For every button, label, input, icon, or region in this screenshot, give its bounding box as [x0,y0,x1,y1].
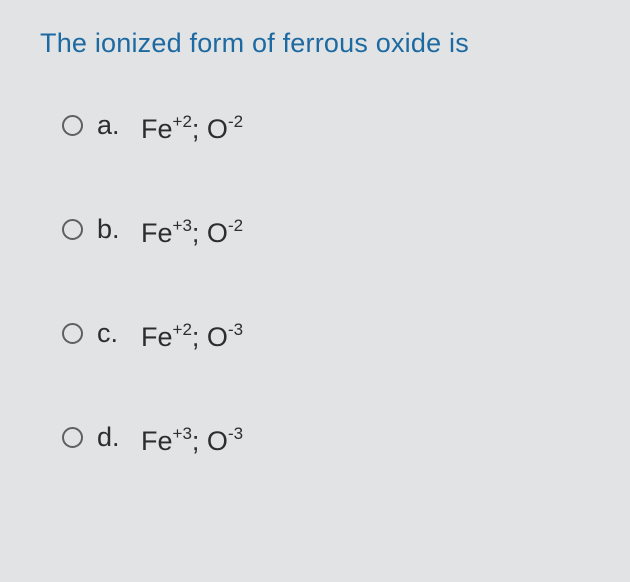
option-formula: Fe+3; O-3 [141,425,243,457]
formula-element-1: Fe [141,218,173,248]
formula-element-1: Fe [141,114,173,144]
formula-charge-2: -3 [228,320,243,339]
quiz-page: The ionized form of ferrous oxide is a. … [0,0,630,582]
formula-separator: ; [192,114,207,144]
formula-charge-2: -2 [228,216,243,235]
formula-charge-1: +3 [173,216,192,235]
formula-charge-1: +3 [173,424,192,443]
radio-icon[interactable] [62,427,83,448]
formula-separator: ; [192,426,207,456]
formula-charge-2: -3 [228,424,243,443]
option-b[interactable]: b. Fe+3; O-2 [62,213,600,245]
radio-icon[interactable] [62,219,83,240]
radio-icon[interactable] [62,323,83,344]
radio-icon[interactable] [62,115,83,136]
formula-charge-1: +2 [173,112,192,131]
option-letter: d. [97,422,141,453]
option-letter: c. [97,318,141,349]
formula-element-1: Fe [141,426,173,456]
options-list: a. Fe+2; O-2 b. Fe+3; O-2 c. Fe+2; O-3 d… [40,109,600,453]
formula-element-2: O [207,218,228,248]
question-text: The ionized form of ferrous oxide is [40,28,600,59]
option-d[interactable]: d. Fe+3; O-3 [62,421,600,453]
formula-element-2: O [207,114,228,144]
formula-separator: ; [192,218,207,248]
formula-charge-1: +2 [173,320,192,339]
option-letter: a. [97,110,141,141]
formula-separator: ; [192,322,207,352]
formula-element-2: O [207,426,228,456]
option-a[interactable]: a. Fe+2; O-2 [62,109,600,141]
option-letter: b. [97,214,141,245]
formula-element-2: O [207,322,228,352]
option-formula: Fe+2; O-3 [141,321,243,353]
option-formula: Fe+3; O-2 [141,217,243,249]
option-formula: Fe+2; O-2 [141,113,243,145]
option-c[interactable]: c. Fe+2; O-3 [62,317,600,349]
formula-element-1: Fe [141,322,173,352]
formula-charge-2: -2 [228,112,243,131]
